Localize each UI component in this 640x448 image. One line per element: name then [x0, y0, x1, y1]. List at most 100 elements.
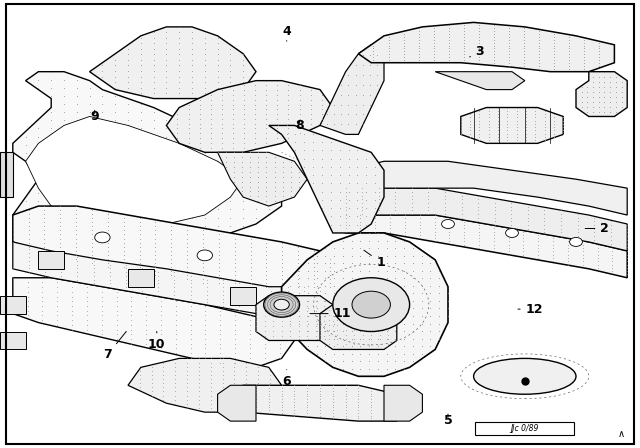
Point — [182, 235, 192, 242]
Point — [415, 235, 425, 242]
Point — [353, 398, 364, 405]
Point — [357, 196, 367, 203]
Point — [275, 354, 285, 362]
Point — [417, 320, 427, 327]
Point — [205, 384, 216, 391]
Point — [374, 331, 385, 338]
Point — [261, 77, 271, 84]
Point — [607, 267, 618, 275]
Point — [400, 231, 410, 238]
Point — [588, 68, 598, 75]
Point — [294, 327, 304, 335]
Point — [299, 306, 309, 314]
Point — [302, 406, 312, 414]
Point — [72, 268, 83, 276]
Point — [605, 229, 616, 236]
Point — [379, 412, 389, 419]
Point — [392, 396, 402, 403]
Point — [423, 211, 433, 218]
Point — [276, 292, 287, 299]
Point — [182, 276, 192, 283]
Point — [103, 243, 113, 250]
Point — [97, 92, 108, 99]
Point — [299, 287, 309, 294]
Point — [340, 199, 351, 207]
Point — [338, 267, 348, 274]
Point — [390, 196, 401, 203]
Point — [228, 178, 239, 185]
Point — [299, 302, 309, 310]
Point — [373, 237, 383, 244]
Point — [473, 203, 483, 210]
Point — [121, 284, 131, 291]
Point — [272, 125, 282, 132]
Point — [390, 203, 401, 210]
Point — [182, 396, 192, 403]
Point — [365, 91, 375, 98]
Polygon shape — [269, 125, 384, 233]
Point — [264, 404, 274, 411]
Point — [126, 293, 136, 300]
Point — [217, 144, 227, 151]
Point — [399, 297, 410, 305]
Point — [549, 33, 559, 40]
Point — [225, 78, 236, 86]
Point — [383, 45, 394, 52]
Point — [55, 207, 65, 214]
Point — [277, 280, 287, 287]
Point — [504, 30, 514, 38]
Point — [22, 293, 33, 300]
Point — [88, 272, 99, 280]
Point — [400, 211, 410, 219]
Point — [136, 56, 146, 64]
Point — [202, 287, 212, 294]
Point — [276, 322, 287, 329]
Polygon shape — [166, 81, 333, 152]
Point — [174, 73, 184, 80]
Point — [8, 307, 18, 314]
Point — [20, 141, 31, 148]
Point — [212, 45, 223, 52]
Point — [383, 321, 394, 328]
Point — [390, 343, 401, 350]
Point — [200, 222, 210, 229]
Point — [52, 317, 62, 324]
Point — [578, 251, 588, 258]
Point — [55, 251, 65, 258]
Point — [261, 125, 271, 132]
Point — [217, 115, 227, 122]
Point — [317, 180, 327, 187]
Point — [200, 67, 210, 74]
Point — [294, 297, 304, 304]
Point — [8, 293, 18, 300]
Point — [198, 276, 208, 283]
Point — [511, 117, 522, 124]
Point — [364, 305, 374, 312]
Point — [52, 307, 62, 314]
Point — [502, 133, 513, 140]
Point — [340, 396, 351, 403]
Point — [97, 117, 108, 124]
Point — [390, 365, 401, 372]
Point — [511, 104, 522, 111]
Point — [225, 206, 236, 213]
Point — [564, 36, 574, 43]
Point — [46, 125, 56, 132]
Point — [84, 214, 95, 221]
Point — [259, 317, 269, 324]
Point — [577, 103, 587, 110]
Point — [310, 312, 321, 319]
Point — [417, 335, 427, 342]
Point — [413, 36, 424, 43]
Point — [473, 214, 483, 221]
Point — [299, 295, 309, 302]
Point — [332, 316, 342, 323]
Point — [312, 327, 322, 335]
Point — [182, 251, 192, 258]
Point — [558, 117, 568, 124]
Point — [344, 163, 354, 170]
Point — [611, 103, 621, 110]
Point — [24, 265, 34, 272]
Point — [218, 367, 228, 375]
Point — [187, 67, 197, 74]
